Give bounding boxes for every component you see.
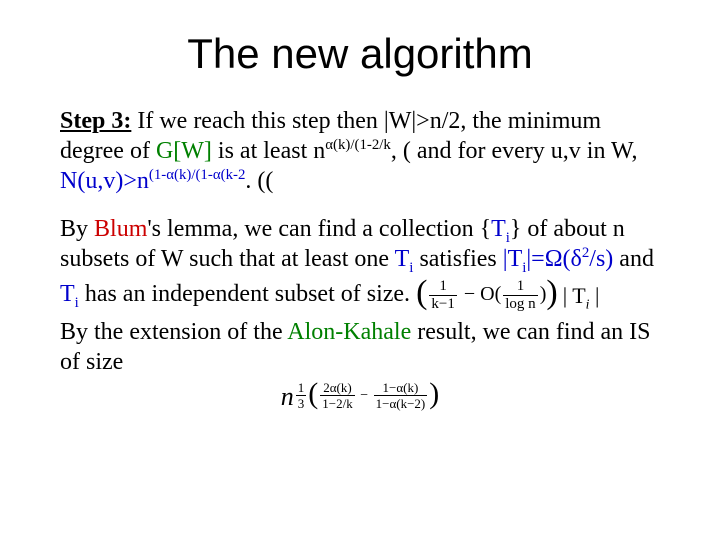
- slide: The new algorithm Step 3: If we reach th…: [0, 0, 720, 540]
- f2-rparen: ): [429, 375, 439, 413]
- frac2: 1log n: [503, 279, 537, 312]
- lparen1: (: [416, 272, 427, 315]
- nuv-text: N(u,v)>n(1-α(k)/(1-α(k-2: [60, 168, 245, 194]
- p1-c: , ( and for every u,v in W,: [391, 138, 638, 164]
- ti1: Ti: [491, 216, 510, 242]
- frac1-num: 1: [429, 279, 456, 296]
- ti3: Ti: [60, 281, 79, 307]
- rparen1: ): [546, 272, 557, 315]
- f2-frac-lead: 13: [296, 381, 307, 410]
- paragraph-step3: Step 3: If we reach this step then |W|>n…: [60, 106, 660, 196]
- omega-mid: |=Ω(δ: [526, 246, 581, 272]
- paragraph-blum: By Blum's lemma, we can find a collectio…: [60, 214, 660, 377]
- omega-close: /s): [589, 246, 613, 272]
- f2-right-den: 1−α(k−2): [374, 396, 428, 410]
- f2-base: n: [281, 382, 294, 411]
- formula-is-size-wrap: n13(2α(k)1−2/k − 1−α(k)1−α(k−2)): [60, 381, 660, 419]
- ti2-base: T: [395, 246, 410, 272]
- exp1: α(k)/(1-2/k: [325, 137, 391, 153]
- lparen-o: (: [495, 283, 502, 305]
- blum-text: Blum: [94, 216, 147, 242]
- frac1-den: k−1: [429, 296, 456, 312]
- abs-open: | T: [563, 283, 586, 308]
- f1-mid: − O: [459, 283, 495, 305]
- frac2-den: log n: [503, 296, 537, 312]
- formula-is-size: n13(2α(k)1−2/k − 1−α(k)1−α(k−2)): [281, 381, 440, 419]
- f2-frac-left: 2α(k)1−2/k: [320, 381, 354, 410]
- omega-open: |T: [503, 246, 522, 272]
- p2-e: and: [613, 246, 654, 272]
- f2-lead-den: 3: [296, 396, 307, 410]
- nuv-base: N(u,v)>n: [60, 168, 149, 194]
- ti1-base: T: [491, 216, 506, 242]
- p2-a: By: [60, 216, 94, 242]
- ti3-base: T: [60, 281, 75, 307]
- p2-d: satisfies: [413, 246, 502, 272]
- p1-b: is at least n: [212, 138, 325, 164]
- p2-f: has an independent subset of size.: [79, 281, 416, 307]
- rparen-o: ): [540, 283, 547, 305]
- frac1: 1k−1: [429, 279, 456, 312]
- abs-close: |: [589, 283, 599, 308]
- f2-lead-num: 1: [296, 381, 307, 396]
- ti2: Ti: [395, 246, 414, 272]
- gw-text: G[W]: [156, 138, 212, 164]
- step-label: Step 3:: [60, 108, 131, 134]
- f2-exponent: 13(2α(k)1−2/k − 1−α(k)1−α(k−2)): [294, 377, 440, 415]
- formula-subset-size: (1k−1 − O(1log n)) | Ti |: [416, 274, 599, 317]
- p2-b: 's lemma, we can find a collection {: [147, 216, 491, 242]
- f2-left-den: 1−2/k: [320, 396, 354, 410]
- slide-title: The new algorithm: [60, 30, 660, 78]
- f2-left-num: 2α(k): [320, 381, 354, 396]
- abs-ti: | Ti |: [563, 282, 600, 310]
- p3-a: By the extension of the: [60, 319, 287, 345]
- exp2: (1-α(k)/(1-α(k-2: [149, 167, 246, 183]
- f2-frac-right: 1−α(k)1−α(k−2): [374, 381, 428, 410]
- frac2-num: 1: [503, 279, 537, 296]
- p1-d: . ((: [245, 168, 273, 194]
- f2-mid: −: [357, 387, 372, 402]
- slide-body: Step 3: If we reach this step then |W|>n…: [60, 106, 660, 418]
- omega-expr: |Ti|=Ω(δ2/s): [503, 246, 614, 272]
- alon-kahale-text: Alon-Kahale: [287, 319, 411, 345]
- f2-right-num: 1−α(k): [374, 381, 428, 396]
- f2-lparen: (: [308, 375, 318, 413]
